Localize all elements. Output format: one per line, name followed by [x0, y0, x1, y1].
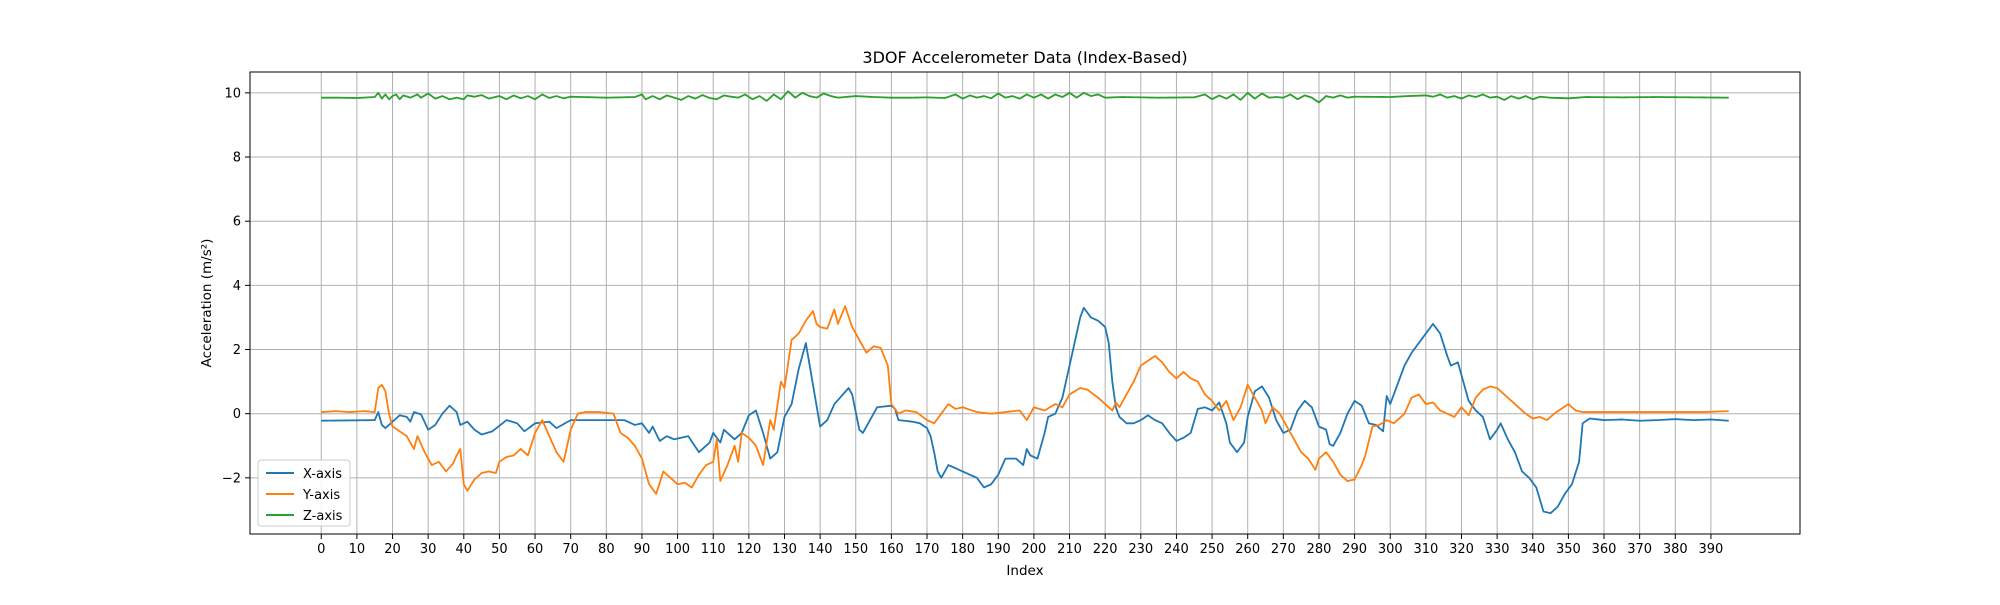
plot-frame [249, 71, 1801, 535]
x-tick-label: 110 [701, 542, 726, 557]
x-tick-label: 160 [879, 542, 904, 557]
legend: X-axis Y-axis Z-axis [257, 459, 351, 527]
x-tick-label: 230 [1128, 542, 1153, 557]
y-axis-label: Acceleration (m/s²) [199, 239, 215, 368]
x-tick-label: 280 [1307, 542, 1332, 557]
x-tick-label: 100 [665, 542, 690, 557]
legend-label-y-axis: Y-axis [302, 488, 340, 503]
y-tick-label: 2 [233, 343, 241, 358]
x-tick-label: 170 [915, 542, 940, 557]
x-tick-label: 200 [1021, 542, 1046, 557]
x-tick-label: 80 [598, 542, 615, 557]
x-tick-label: 250 [1200, 542, 1225, 557]
series-line-z-axis [321, 90, 1729, 104]
x-tick-label: 10 [349, 542, 366, 557]
x-tick-label: 70 [562, 542, 579, 557]
x-tick-label: 50 [491, 542, 508, 557]
x-tick-label: 190 [986, 542, 1011, 557]
x-tick-label: 90 [634, 542, 651, 557]
x-tick-label: 290 [1342, 542, 1367, 557]
x-tick-label: 130 [772, 542, 797, 557]
y-tick-label: 6 [233, 215, 241, 230]
grid-lines [250, 72, 1800, 534]
y-tick-label: 10 [224, 86, 241, 101]
legend-label-x-axis: X-axis [303, 467, 342, 482]
x-tick-label: 350 [1556, 542, 1581, 557]
x-tick-label: 240 [1164, 542, 1189, 557]
legend-box [257, 459, 351, 527]
series-line-x-axis [321, 306, 1729, 515]
y-tick-label: 0 [233, 407, 241, 422]
x-tick-label: 310 [1413, 542, 1438, 557]
x-tick-label: 340 [1520, 542, 1545, 557]
y-tick-label: −2 [222, 471, 241, 486]
x-tick-label: 380 [1663, 542, 1688, 557]
x-tick-label: 330 [1485, 542, 1510, 557]
x-axis-label: Index [1006, 563, 1043, 579]
x-tick-label: 320 [1449, 542, 1474, 557]
y-tick-label: 8 [233, 151, 241, 166]
y-tick-label: 4 [233, 279, 241, 294]
x-tick-label: 20 [384, 542, 401, 557]
chart-title: 3DOF Accelerometer Data (Index-Based) [862, 48, 1187, 67]
x-tick-label: 60 [527, 542, 544, 557]
x-tick-label: 0 [317, 542, 325, 557]
x-tick-label: 40 [456, 542, 473, 557]
x-tick-label: 30 [420, 542, 437, 557]
series-line-y-axis [321, 305, 1729, 495]
x-tick-label: 270 [1271, 542, 1296, 557]
legend-label-z-axis: Z-axis [303, 509, 343, 524]
x-tick-label: 220 [1093, 542, 1118, 557]
x-tick-label: 390 [1699, 542, 1724, 557]
x-tick-label: 140 [808, 542, 833, 557]
x-tick-label: 260 [1235, 542, 1260, 557]
x-tick-label: 360 [1592, 542, 1617, 557]
x-tick-label: 210 [1057, 542, 1082, 557]
x-tick-label: 120 [736, 542, 761, 557]
series-lines [321, 90, 1729, 515]
x-tick-label: 180 [950, 542, 975, 557]
axis-ticks: 0 10 20 30 40 50 60 70 80 90 100 110 120 130 140 150 160… [222, 86, 1724, 557]
x-tick-label: 370 [1627, 542, 1652, 557]
x-tick-label: 300 [1378, 542, 1403, 557]
x-tick-label: 150 [843, 542, 868, 557]
